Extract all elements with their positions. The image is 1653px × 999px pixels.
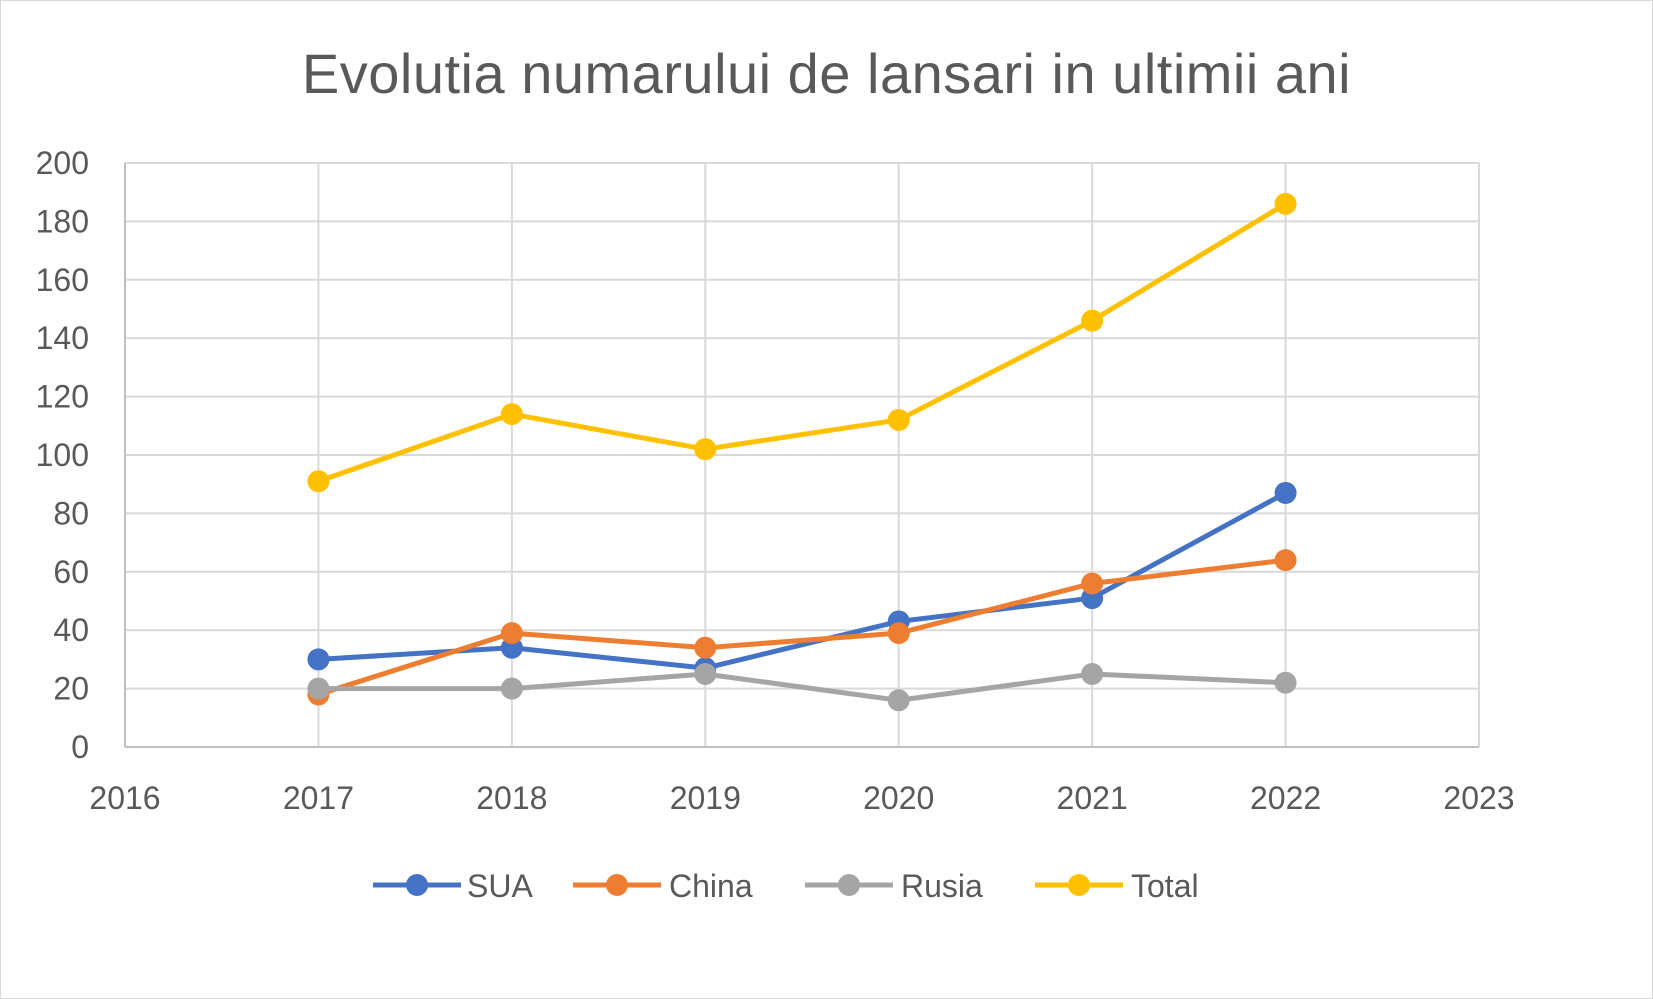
legend-label-rusia: Rusia bbox=[901, 868, 983, 904]
axes: 0 20 40 60 80 100 120 140 160 180 200 2016 2017 2018 2… bbox=[36, 145, 1515, 816]
data-point-total bbox=[307, 470, 330, 493]
legend-label-total: Total bbox=[1131, 868, 1199, 904]
data-point-china bbox=[887, 622, 910, 645]
data-point-rusia bbox=[1081, 663, 1104, 685]
series-total bbox=[307, 192, 1297, 493]
y-tick-label: 140 bbox=[36, 320, 89, 356]
data-point-sua bbox=[1274, 481, 1297, 504]
data-point-china bbox=[1081, 572, 1104, 595]
data-point-rusia bbox=[694, 663, 717, 685]
series-group bbox=[307, 192, 1297, 712]
x-tick-label: 2017 bbox=[283, 780, 354, 816]
legend-marker-rusia bbox=[838, 874, 860, 896]
legend-item-sua: SUA bbox=[373, 868, 533, 904]
legend-item-rusia: Rusia bbox=[805, 868, 983, 904]
y-tick-label: 120 bbox=[36, 379, 89, 415]
data-point-china bbox=[694, 636, 717, 659]
x-tick-label: 2023 bbox=[1443, 780, 1514, 816]
series-china bbox=[307, 549, 1297, 706]
data-point-china bbox=[1274, 549, 1297, 572]
x-tick-label: 2021 bbox=[1057, 780, 1128, 816]
series-line-total bbox=[315, 201, 1289, 484]
legend-item-total: Total bbox=[1035, 868, 1199, 904]
data-point-rusia bbox=[1274, 671, 1297, 694]
y-tick-label: 100 bbox=[36, 437, 89, 473]
y-tick-label: 40 bbox=[53, 612, 89, 648]
y-tick-label: 180 bbox=[36, 203, 89, 239]
data-point-sua bbox=[307, 648, 330, 671]
x-tick-label: 2018 bbox=[476, 780, 547, 816]
legend: SUA China Rusia Total bbox=[373, 868, 1199, 904]
series-line-rusia bbox=[315, 671, 1289, 703]
data-point-rusia bbox=[307, 677, 330, 700]
series-rusia bbox=[307, 663, 1297, 712]
y-tick-label: 60 bbox=[53, 554, 89, 590]
legend-marker-total bbox=[1068, 874, 1090, 896]
x-tick-label: 2020 bbox=[863, 780, 934, 816]
x-tick-label: 2022 bbox=[1250, 780, 1321, 816]
y-tick-label: 160 bbox=[36, 262, 89, 298]
data-point-china bbox=[500, 622, 523, 645]
data-point-total bbox=[1081, 309, 1104, 332]
legend-label-sua: SUA bbox=[467, 868, 533, 904]
y-tick-label: 80 bbox=[53, 495, 89, 531]
data-point-rusia bbox=[887, 689, 910, 712]
legend-label-china: China bbox=[669, 868, 753, 904]
data-point-total bbox=[500, 403, 523, 426]
y-tick-label: 0 bbox=[71, 729, 89, 765]
chart-title: Evolutia numarului de lansari in ultimii… bbox=[301, 42, 1352, 105]
data-point-total bbox=[887, 408, 910, 431]
data-point-rusia bbox=[500, 677, 523, 700]
series-line-china bbox=[315, 557, 1289, 697]
legend-item-china: China bbox=[573, 868, 753, 904]
data-point-total bbox=[694, 438, 717, 461]
legend-marker-sua bbox=[406, 874, 428, 896]
y-tick-label: 20 bbox=[53, 671, 89, 707]
legend-marker-china bbox=[606, 874, 628, 896]
x-tick-label: 2016 bbox=[89, 780, 160, 816]
y-tick-label: 200 bbox=[36, 145, 89, 181]
x-tick-label: 2019 bbox=[670, 780, 741, 816]
data-point-total bbox=[1274, 192, 1297, 215]
